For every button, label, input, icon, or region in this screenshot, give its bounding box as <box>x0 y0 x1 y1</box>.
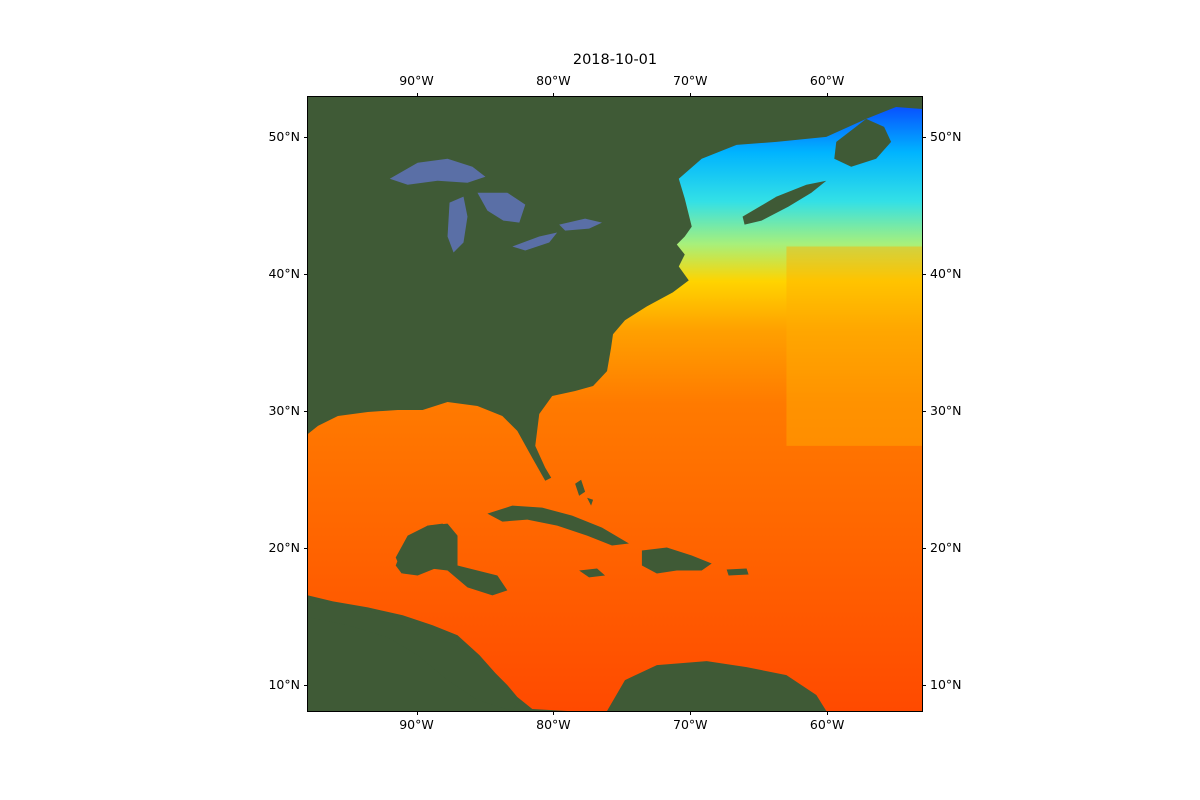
lon-label-top: 80°W <box>536 73 571 88</box>
lat-tick-left <box>304 410 307 412</box>
lat-label-right: 20°N <box>930 539 962 555</box>
central-america-isthmus <box>308 600 520 711</box>
lon-label-bottom: 90°W <box>399 717 434 732</box>
lon-tick-top <box>553 93 555 96</box>
map-title: 2018-10-01 <box>572 52 658 68</box>
lon-label-bottom: 80°W <box>536 717 571 732</box>
lat-tick-right <box>923 410 926 412</box>
lat-tick-right <box>923 137 926 139</box>
lon-label-bottom: 70°W <box>673 717 708 732</box>
lon-label-top: 60°W <box>809 73 845 88</box>
lat-label-left: 10°N <box>268 676 300 692</box>
lon-tick-top <box>690 93 692 96</box>
lat-label-left: 20°N <box>268 539 300 555</box>
lat-tick-right <box>923 684 926 686</box>
lon-label-top: 70°W <box>673 73 708 88</box>
lon-tick-bottom <box>827 712 829 715</box>
lon-label-top: 90°W <box>399 73 434 88</box>
hispaniola-land <box>641 547 712 574</box>
lat-label-left: 40°N <box>268 265 300 281</box>
cuba-land <box>487 505 629 546</box>
bahamas-land <box>575 479 594 506</box>
lat-label-left: 30°N <box>268 402 300 418</box>
lat-tick-left <box>304 137 307 139</box>
lake-superior <box>389 158 486 185</box>
lat-label-left: 50°N <box>268 129 300 145</box>
nova-scotia-land <box>742 180 827 225</box>
lat-tick-right <box>923 547 926 549</box>
lat-label-right: 40°N <box>930 265 962 281</box>
yucatan-land <box>395 523 458 576</box>
south-america-land <box>607 661 827 711</box>
lat-tick-left <box>304 547 307 549</box>
lake-ontario <box>559 218 603 231</box>
jamaica-land <box>579 568 606 578</box>
lat-tick-left <box>304 273 307 275</box>
lon-tick-top <box>827 93 829 96</box>
lon-label-bottom: 60°W <box>809 717 845 732</box>
lon-tick-bottom <box>416 712 418 715</box>
lake-huron <box>477 192 526 223</box>
warm-east-band <box>786 246 922 446</box>
north-america-land <box>308 97 922 481</box>
map-frame[interactable] <box>307 96 923 712</box>
lat-label-right: 50°N <box>930 129 962 145</box>
puerto-rico-land <box>726 568 749 576</box>
lat-tick-right <box>923 273 926 275</box>
lat-label-right: 10°N <box>930 676 962 692</box>
lon-tick-top <box>416 93 418 96</box>
sea-surface-temperature-map <box>308 97 922 711</box>
lat-label-right: 30°N <box>930 402 962 418</box>
lat-tick-left <box>304 684 307 686</box>
mexico-central-america-land <box>308 433 568 711</box>
lake-erie <box>512 232 558 251</box>
newfoundland-land <box>834 118 892 167</box>
lon-tick-bottom <box>690 712 692 715</box>
lon-tick-bottom <box>553 712 555 715</box>
lake-michigan <box>447 196 468 253</box>
